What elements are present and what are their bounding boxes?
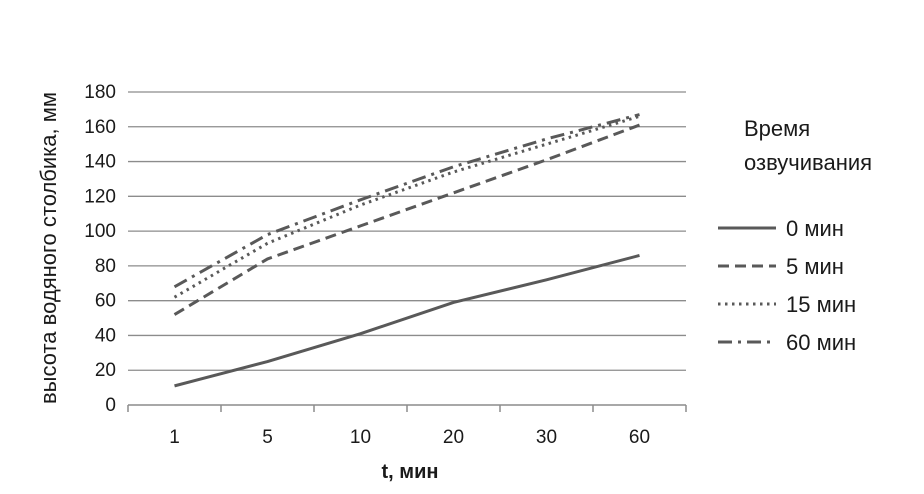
y-tick-label: 20	[95, 360, 116, 381]
x-tick-label: 20	[443, 427, 464, 448]
legend-title-line-2: озвучивания	[744, 150, 872, 175]
series-lines	[173, 113, 641, 388]
y-tick-label: 100	[84, 221, 116, 242]
x-axis-title: t, мин	[382, 461, 439, 483]
x-tick-label: 30	[536, 427, 557, 448]
x-tick-label: 10	[350, 427, 371, 448]
legend-title-line-1: Время	[744, 116, 810, 141]
x-tick-label: 60	[629, 427, 650, 448]
axes	[127, 404, 687, 412]
legend-label: 5 мин	[786, 254, 844, 279]
y-tick-label: 0	[105, 395, 116, 416]
y-tick-labels: 0 20 40 60 80 100 120 140 160 180	[84, 82, 116, 416]
legend-label: 15 мин	[786, 292, 856, 317]
series-line	[173, 114, 640, 299]
y-tick-label: 120	[84, 186, 116, 207]
y-tick-label: 180	[84, 82, 116, 103]
x-tick-label: 5	[262, 427, 273, 448]
legend-title: Время озвучивания	[744, 116, 872, 175]
series-line	[173, 123, 641, 316]
legend-items: 0 мин 5 мин 15 мин 60 мин	[718, 216, 856, 355]
y-tick-label: 160	[84, 117, 116, 138]
y-tick-label: 80	[95, 256, 116, 277]
y-tick-label: 60	[95, 291, 116, 312]
series-line	[173, 113, 640, 289]
gridlines	[128, 91, 686, 371]
y-tick-label: 40	[95, 325, 116, 346]
legend: Время озвучивания 0 мин 5 мин 15 мин 60 мин	[718, 116, 872, 355]
series-line	[174, 254, 640, 388]
legend-label: 60 мин	[786, 330, 856, 355]
legend-label: 0 мин	[786, 216, 844, 241]
y-axis-title: высота водяного столбика, мм	[36, 92, 61, 404]
x-tick-label: 1	[169, 427, 180, 448]
y-tick-label: 140	[84, 152, 116, 173]
x-tick-labels: 1 5 10 20 30 60	[169, 427, 650, 448]
